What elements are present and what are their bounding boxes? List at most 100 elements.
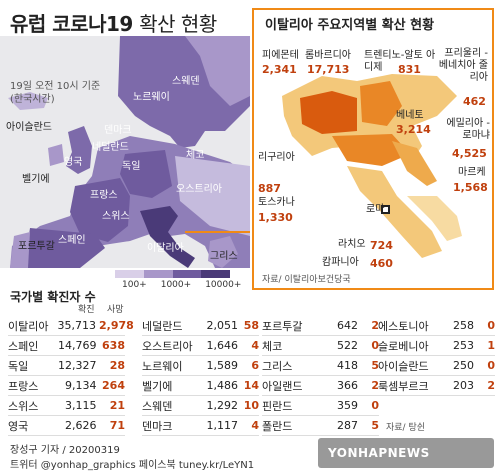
- map-label-greece: 그리스: [210, 251, 238, 262]
- confirmed-count: 3,115: [64, 399, 97, 412]
- table-row: 스위스 3,115 21: [8, 396, 125, 416]
- map-label-belgium: 벨기에: [22, 174, 50, 185]
- confirmed-count: 359: [337, 399, 358, 412]
- country-name: 폴란드: [262, 419, 293, 433]
- confirmed-count: 1,486: [206, 379, 239, 392]
- region-trentino: 트렌티노-알토 아디제: [364, 50, 436, 73]
- map-label-norway: 노르웨이: [133, 92, 170, 103]
- map-label-iceland: 아이슬란드: [6, 122, 52, 133]
- death-count: 0: [487, 359, 495, 372]
- country-name: 에스토니아: [378, 319, 429, 333]
- legend-label: 1000+: [160, 280, 192, 290]
- map-label-austria: 오스트리아: [176, 184, 222, 195]
- country-name: 프랑스: [8, 379, 39, 393]
- table-row: 그리스 418 5: [262, 356, 379, 376]
- table-row: 영국 2,626 71: [8, 416, 125, 436]
- confirmed-count: 2,051: [206, 319, 239, 332]
- col-confirmed-header: 확진: [78, 305, 95, 315]
- region-liguria: 리구리아: [258, 152, 295, 163]
- confirmed-count: 203: [453, 379, 474, 392]
- page-title: 유럽 코로나19 확산 현황: [10, 8, 217, 37]
- legend-label: 100+: [122, 280, 147, 290]
- map-label-switzerland: 스위스: [102, 211, 130, 222]
- table-column: 에스토니아 258 0 슬로베니아 253 1 아이슬란드 250 0 룩셈부르크 203 2: [378, 316, 495, 396]
- legend-scale: [115, 270, 230, 282]
- country-name: 이탈리아: [8, 319, 49, 333]
- region-friuli: 프리울리 -베네치아 줄리아: [438, 48, 488, 83]
- table-row: 포르투갈 642 2: [262, 316, 379, 336]
- table-column: 포르투갈 642 2 체코 522 0 그리스 418 5 아일랜드 366 2 핀란드 359 0 폴란드 2…: [262, 316, 379, 436]
- death-count: 21: [109, 399, 125, 412]
- country-name: 핀란드: [262, 399, 293, 413]
- confirmed-count: 12,327: [57, 359, 97, 372]
- region-lombardia-value: 17,713: [307, 63, 350, 76]
- death-count: 0: [371, 339, 379, 352]
- map-label-czech: 체코: [186, 150, 205, 161]
- map-label-uk: 영국: [64, 157, 83, 168]
- table-row: 덴마크 1,117 4: [142, 416, 259, 436]
- author-credit: 장성구 기자 / 20200319: [10, 445, 120, 456]
- map-label-sweden: 스웨덴: [172, 76, 200, 87]
- region-marche: 마르케: [458, 167, 486, 178]
- title-main: 유럽 코로나19: [10, 12, 133, 36]
- death-count: 1: [487, 339, 495, 352]
- inset-title: 이탈리아 주요지역별 확산 현황: [265, 18, 435, 33]
- table-row: 체코 522 0: [262, 336, 379, 356]
- country-name: 스페인: [8, 339, 39, 353]
- death-count: 6: [251, 359, 259, 372]
- region-emilia: 에밀리아 -로마냐: [446, 118, 490, 141]
- country-name: 덴마크: [142, 419, 173, 433]
- country-name: 스위스: [8, 399, 39, 413]
- region-toscana-value: 1,330: [258, 211, 293, 224]
- table-row: 룩셈부르크 203 2: [378, 376, 495, 396]
- map-label-portugal: 포르투갈: [18, 241, 55, 252]
- table-row: 오스트리아 1,646 4: [142, 336, 259, 356]
- region-lombardia: 롬바르디아: [305, 50, 351, 61]
- death-count: 638: [102, 339, 125, 352]
- country-name: 포르투갈: [262, 319, 303, 333]
- death-count: 5: [371, 359, 379, 372]
- region-lazio-value: 724: [370, 239, 393, 252]
- confirmed-count: 14,769: [57, 339, 97, 352]
- country-name: 네덜란드: [142, 319, 183, 333]
- country-name: 슬로베니아: [378, 339, 429, 353]
- region-marche-value: 1,568: [453, 181, 488, 194]
- confirmed-count: 1,646: [206, 339, 239, 352]
- confirmed-count: 366: [337, 379, 358, 392]
- death-count: 71: [109, 419, 125, 432]
- region-veneto: 베네토: [396, 110, 424, 121]
- death-count: 2: [487, 379, 495, 392]
- date-note-line1: 19일 오전 10시 기준: [10, 81, 101, 92]
- confirmed-count: 2,626: [64, 419, 97, 432]
- yonhap-logo: YONHAPNEWS: [318, 438, 494, 468]
- table-row: 프랑스 9,134 264: [8, 376, 125, 396]
- legend-swatch: [115, 270, 144, 278]
- country-name: 노르웨이: [142, 359, 183, 373]
- table-column: 네덜란드 2,051 58 오스트리아 1,646 4 노르웨이 1,589 6 벨기에 1,486…: [142, 316, 259, 436]
- table-row: 스페인 14,769 638: [8, 336, 125, 356]
- confirmed-count: 1,292: [206, 399, 239, 412]
- country-name: 룩셈부르크: [378, 379, 429, 393]
- date-note-line2: (한국시간): [10, 94, 55, 105]
- legend-swatch: [172, 270, 202, 278]
- country-name: 그리스: [262, 359, 293, 373]
- legend-swatch: [201, 270, 230, 278]
- death-count: 14: [243, 379, 259, 392]
- map-label-italy: 이탈리아: [147, 243, 184, 254]
- death-count: 0: [487, 319, 495, 332]
- death-count: 2: [371, 319, 379, 332]
- map-label-spain: 스페인: [58, 235, 86, 246]
- region-piemonte-value: 2,341: [262, 63, 297, 76]
- table-row: 이탈리아 35,713 2,978: [8, 316, 134, 336]
- map-label-germany: 독일: [122, 161, 141, 172]
- region-friuli-value: 462: [463, 95, 486, 108]
- rome-label: 로마: [366, 204, 385, 215]
- region-trentino-value: 831: [398, 63, 421, 76]
- death-count: 10: [243, 399, 259, 412]
- legend-swatch: [143, 270, 173, 278]
- death-count: 4: [251, 339, 259, 352]
- country-name: 체코: [262, 339, 283, 353]
- date-note: 19일 오전 10시 기준 (한국시간): [10, 80, 100, 106]
- title-sub: 확산 현황: [139, 12, 217, 36]
- confirmed-count: 418: [337, 359, 358, 372]
